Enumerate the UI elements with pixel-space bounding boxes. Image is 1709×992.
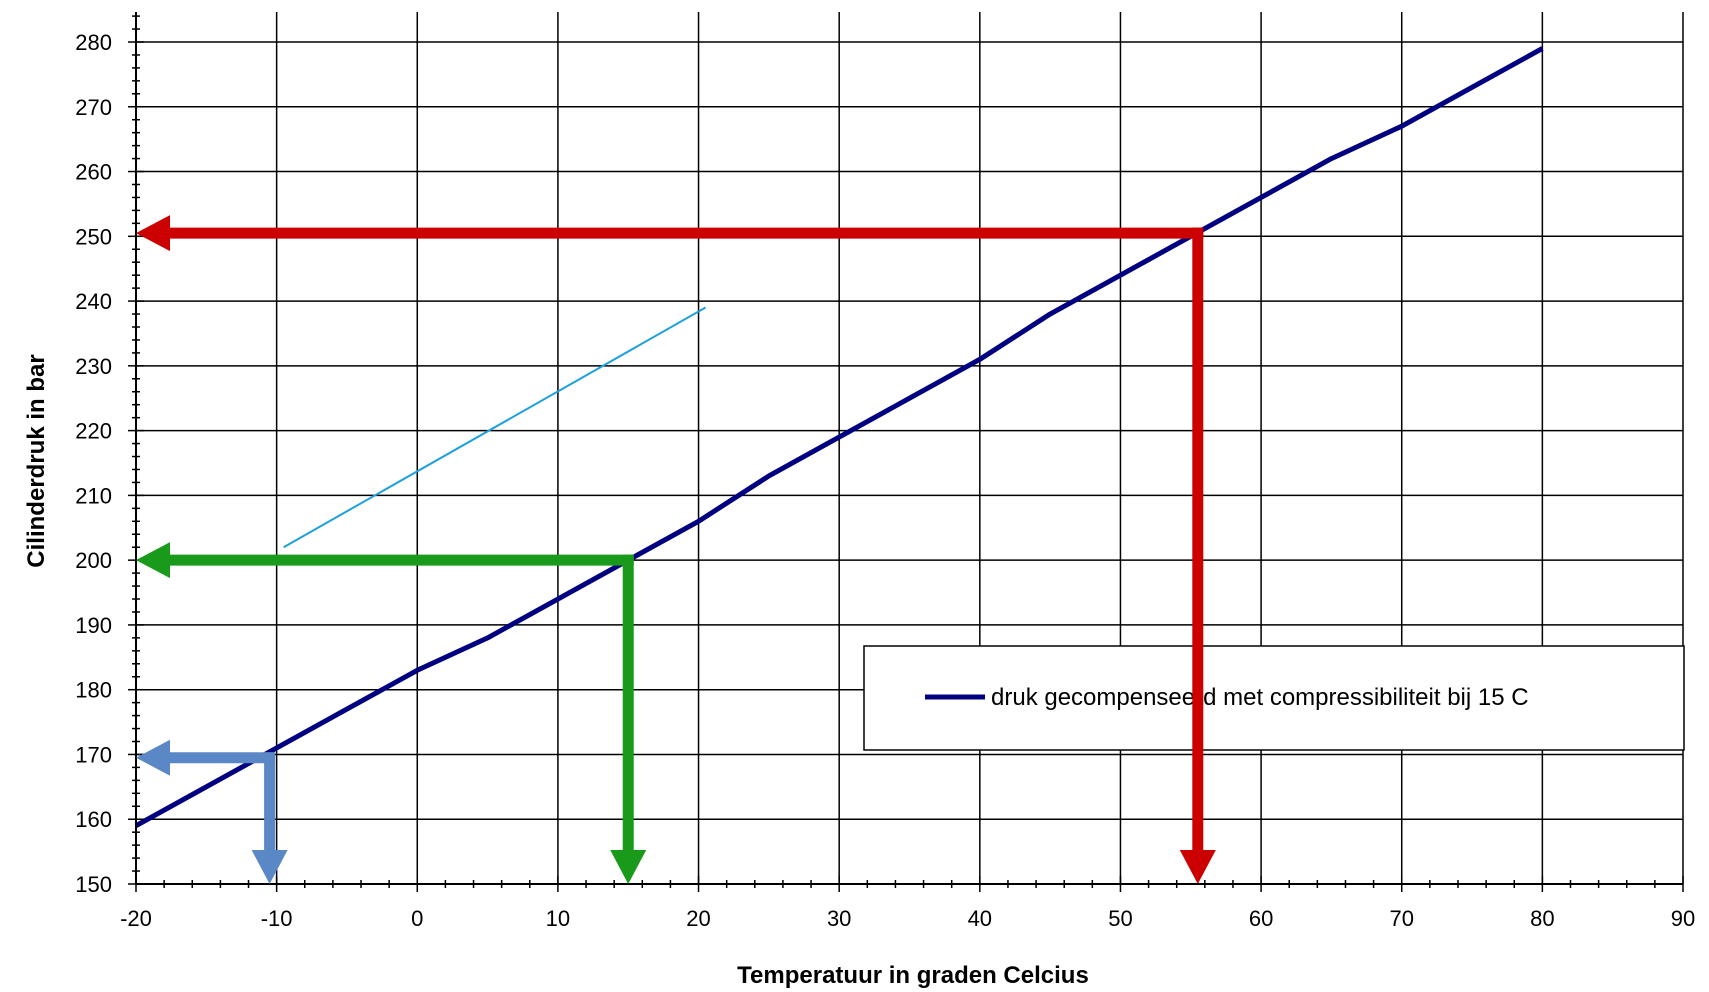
arrow-down-head [1179,850,1216,884]
x-tick-label: 60 [1249,906,1273,931]
arrow-left-head [136,215,170,252]
x-tick-label: 50 [1108,906,1132,931]
y-tick-label: 260 [75,160,112,185]
y-tick-label: 270 [75,95,112,120]
arrow-down-head [610,850,647,884]
y-axis-title: Cilinderdruk in bar [23,354,50,567]
x-tick-label: 30 [827,906,851,931]
arrow-left-head [136,739,170,776]
y-tick-label: 200 [75,548,112,573]
y-tick-label: 160 [75,807,112,832]
y-tick-label: 280 [75,30,112,55]
x-axis-title: Temperatuur in graden Celcius [737,962,1089,989]
y-tick-label: 190 [75,613,112,638]
annotation-arrow-1 [136,542,647,884]
arrow-left-head [136,542,170,579]
y-tick-label: 240 [75,289,112,314]
annotation-arrow-2 [136,215,1216,884]
series-line-0 [134,46,1544,828]
legend-entry: druk gecompenseerd met compressibiliteit… [991,684,1529,711]
x-tick-label: 40 [968,906,992,931]
y-tick-label: 230 [75,354,112,379]
x-tick-label: 70 [1389,906,1413,931]
gridlines [136,12,1684,884]
x-tick-label: 80 [1530,906,1554,931]
tick-labels: -20 -10 0 10 20 30 40 50 60 70 80 90 150 160 170 180 190… [75,30,1695,931]
y-tick-label: 210 [75,483,112,508]
annotation-arrows [136,215,1216,884]
reference-line [283,306,707,549]
y-tick-label: 170 [75,742,112,767]
y-tick-label: 180 [75,678,112,703]
x-tick-label: -10 [261,906,293,931]
x-tick-label: 20 [686,906,710,931]
reference-line-segment [283,306,707,549]
axes [128,12,1684,892]
legend: druk gecompenseerd met compressibiliteit… [863,645,1685,751]
y-tick-label: 250 [75,224,112,249]
x-tick-label: 10 [546,906,570,931]
legend-box [863,645,1685,751]
y-tick-label: 150 [75,872,112,897]
x-tick-label: 0 [411,906,423,931]
x-tick-label: 90 [1671,906,1695,931]
annotation-arrow-0 [136,739,288,884]
series-lines [134,46,1544,828]
arrow-down-head [251,850,288,884]
y-tick-label: 220 [75,419,112,444]
x-tick-label: -20 [120,906,152,931]
